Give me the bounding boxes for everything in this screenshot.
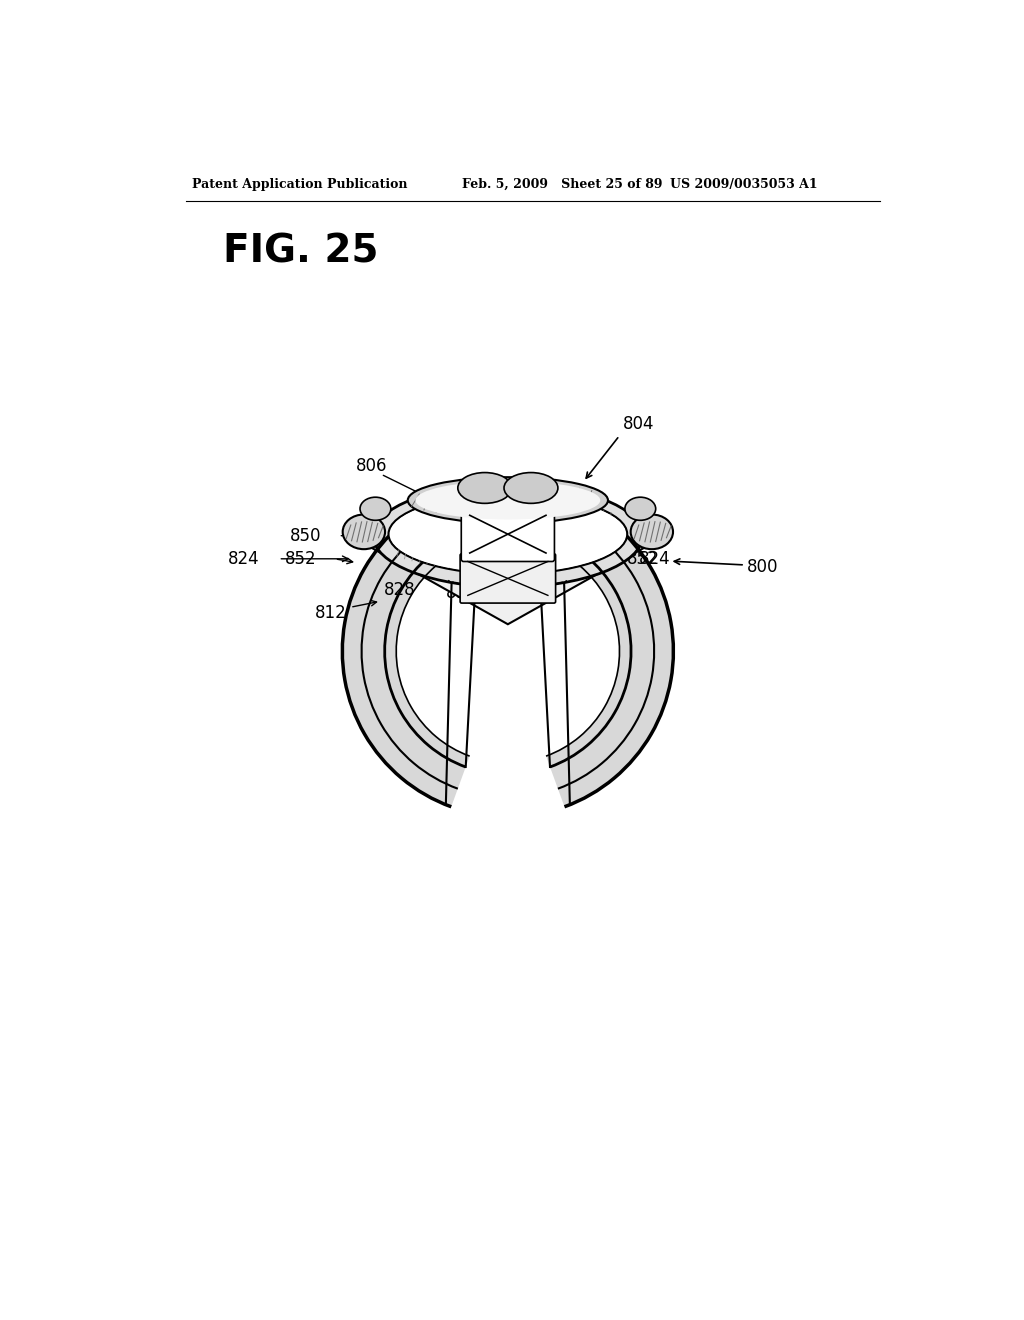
Ellipse shape (390, 496, 626, 573)
Text: Feb. 5, 2009   Sheet 25 of 89: Feb. 5, 2009 Sheet 25 of 89 (462, 178, 663, 191)
Ellipse shape (408, 478, 608, 524)
Text: 810: 810 (445, 585, 477, 602)
Text: 820: 820 (450, 519, 481, 537)
FancyBboxPatch shape (500, 480, 516, 540)
Ellipse shape (416, 480, 600, 520)
Polygon shape (350, 486, 666, 624)
Text: 850: 850 (290, 527, 322, 545)
FancyBboxPatch shape (461, 507, 554, 561)
Text: Patent Application Publication: Patent Application Publication (193, 178, 408, 191)
Ellipse shape (360, 498, 391, 520)
Ellipse shape (625, 498, 655, 520)
Ellipse shape (446, 473, 569, 503)
Text: 828: 828 (384, 581, 416, 598)
Text: 812: 812 (315, 603, 347, 622)
Ellipse shape (343, 515, 385, 549)
Ellipse shape (504, 473, 558, 503)
Polygon shape (342, 486, 674, 807)
Ellipse shape (373, 484, 643, 587)
Text: 852: 852 (628, 550, 658, 568)
Text: 820: 820 (493, 519, 523, 537)
Text: 854: 854 (489, 536, 521, 554)
FancyBboxPatch shape (460, 554, 556, 603)
Text: 824: 824 (228, 550, 260, 568)
Text: 824: 824 (639, 550, 671, 568)
Text: 850: 850 (628, 527, 658, 545)
Text: 800: 800 (746, 557, 778, 576)
Polygon shape (396, 540, 620, 756)
Ellipse shape (631, 515, 673, 549)
Text: 848: 848 (508, 561, 540, 579)
Text: FIG. 25: FIG. 25 (223, 232, 379, 271)
Text: 806: 806 (355, 458, 387, 475)
Text: 828: 828 (526, 581, 558, 598)
Text: US 2009/0035053 A1: US 2009/0035053 A1 (670, 178, 817, 191)
Ellipse shape (388, 494, 628, 574)
Ellipse shape (458, 473, 512, 503)
Text: 804: 804 (624, 414, 655, 433)
Text: 852: 852 (286, 550, 316, 568)
